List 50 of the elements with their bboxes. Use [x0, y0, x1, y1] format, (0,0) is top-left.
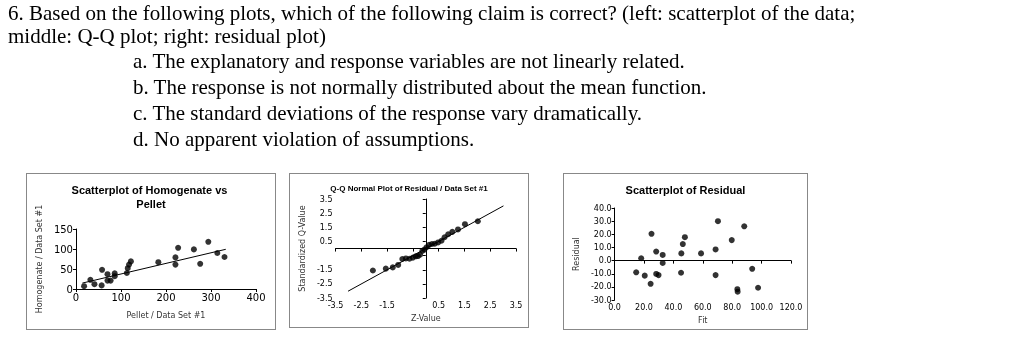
y-tick-label: 3.5 — [319, 194, 333, 204]
x-tick-label: -1.5 — [379, 300, 395, 310]
x-tick-label: 60.0 — [693, 302, 712, 312]
y-tick-label: -30.0 — [590, 295, 612, 305]
x-axis-title: Pellet / Data Set #1 — [126, 310, 206, 320]
x-tick-label: 1.5 — [458, 300, 471, 310]
x-tick-label: 100 — [111, 291, 131, 303]
x-tick-label: 40.0 — [664, 302, 683, 312]
x-tick-label: 0.5 — [432, 300, 446, 310]
chart-title: Scatterplot of Residual — [625, 184, 746, 196]
x-tick-label: -2.5 — [353, 300, 370, 310]
y-tick-label: 30.0 — [593, 216, 612, 226]
y-tick-label: 1.5 — [319, 222, 333, 232]
x-tick-label: 400 — [246, 291, 266, 303]
x-tick-label: 200 — [156, 291, 176, 303]
y-tick-label: 20.0 — [593, 229, 612, 239]
x-tick-label: 20.0 — [635, 302, 653, 312]
text: 6. Based on the following plots, which of the following claim is correct? (left: scatterplot of the data; middle: Q-Q plot; right: residual plot) — [8, 1, 857, 48]
x-tick-label: 2.5 — [483, 300, 497, 310]
y-axis-title: Homogenate / Data Set #1 — [34, 204, 44, 314]
y-tick-label: 50 — [60, 263, 73, 275]
x-tick-label: -3.5 — [327, 300, 344, 310]
text: d. No apparent violation of assumptions. — [132, 126, 476, 152]
text: c. The standard deviations of the response vary dramatically. — [132, 100, 644, 126]
text: b. The response is not normally distributed about the mean function. — [132, 74, 708, 100]
x-tick-label: 100.0 — [750, 302, 774, 312]
y-tick-label: 0.0 — [598, 256, 612, 266]
y-axis-title: Residual — [571, 237, 581, 271]
x-axis-title: Fit — [698, 315, 708, 325]
y-tick-label: -2.5 — [316, 279, 333, 289]
y-axis-title: Standardized Q-Value — [297, 205, 307, 292]
y-tick-label: 0.5 — [319, 236, 333, 246]
y-tick-label: 2.5 — [319, 208, 333, 218]
y-tick-label: 100 — [53, 243, 73, 255]
y-tick-label: -20.0 — [590, 282, 612, 292]
text: a. The explanatory and response variables are not linearly related. — [132, 48, 686, 74]
x-tick-label: 120.0 — [779, 302, 803, 312]
y-tick-label: 40.0 — [593, 203, 612, 213]
x-tick-label: 0.0 — [608, 302, 621, 312]
x-tick-label: 80.0 — [723, 302, 742, 312]
y-tick-label: -10.0 — [590, 269, 612, 279]
x-axis-title: Z-Value — [410, 313, 441, 323]
y-tick-label: 10.0 — [593, 242, 612, 252]
y-tick-label: 0 — [66, 283, 73, 295]
y-tick-label: -1.5 — [316, 265, 333, 275]
chart-title: Q-Q Normal Plot of Residual / Data Set #1 — [330, 184, 489, 193]
x-tick-label: 300 — [201, 291, 221, 303]
y-tick-label: 150 — [53, 223, 73, 235]
chart-title: Scatterplot of Homogenate vs Pellet — [71, 184, 231, 210]
x-tick-label: 3.5 — [509, 300, 523, 310]
